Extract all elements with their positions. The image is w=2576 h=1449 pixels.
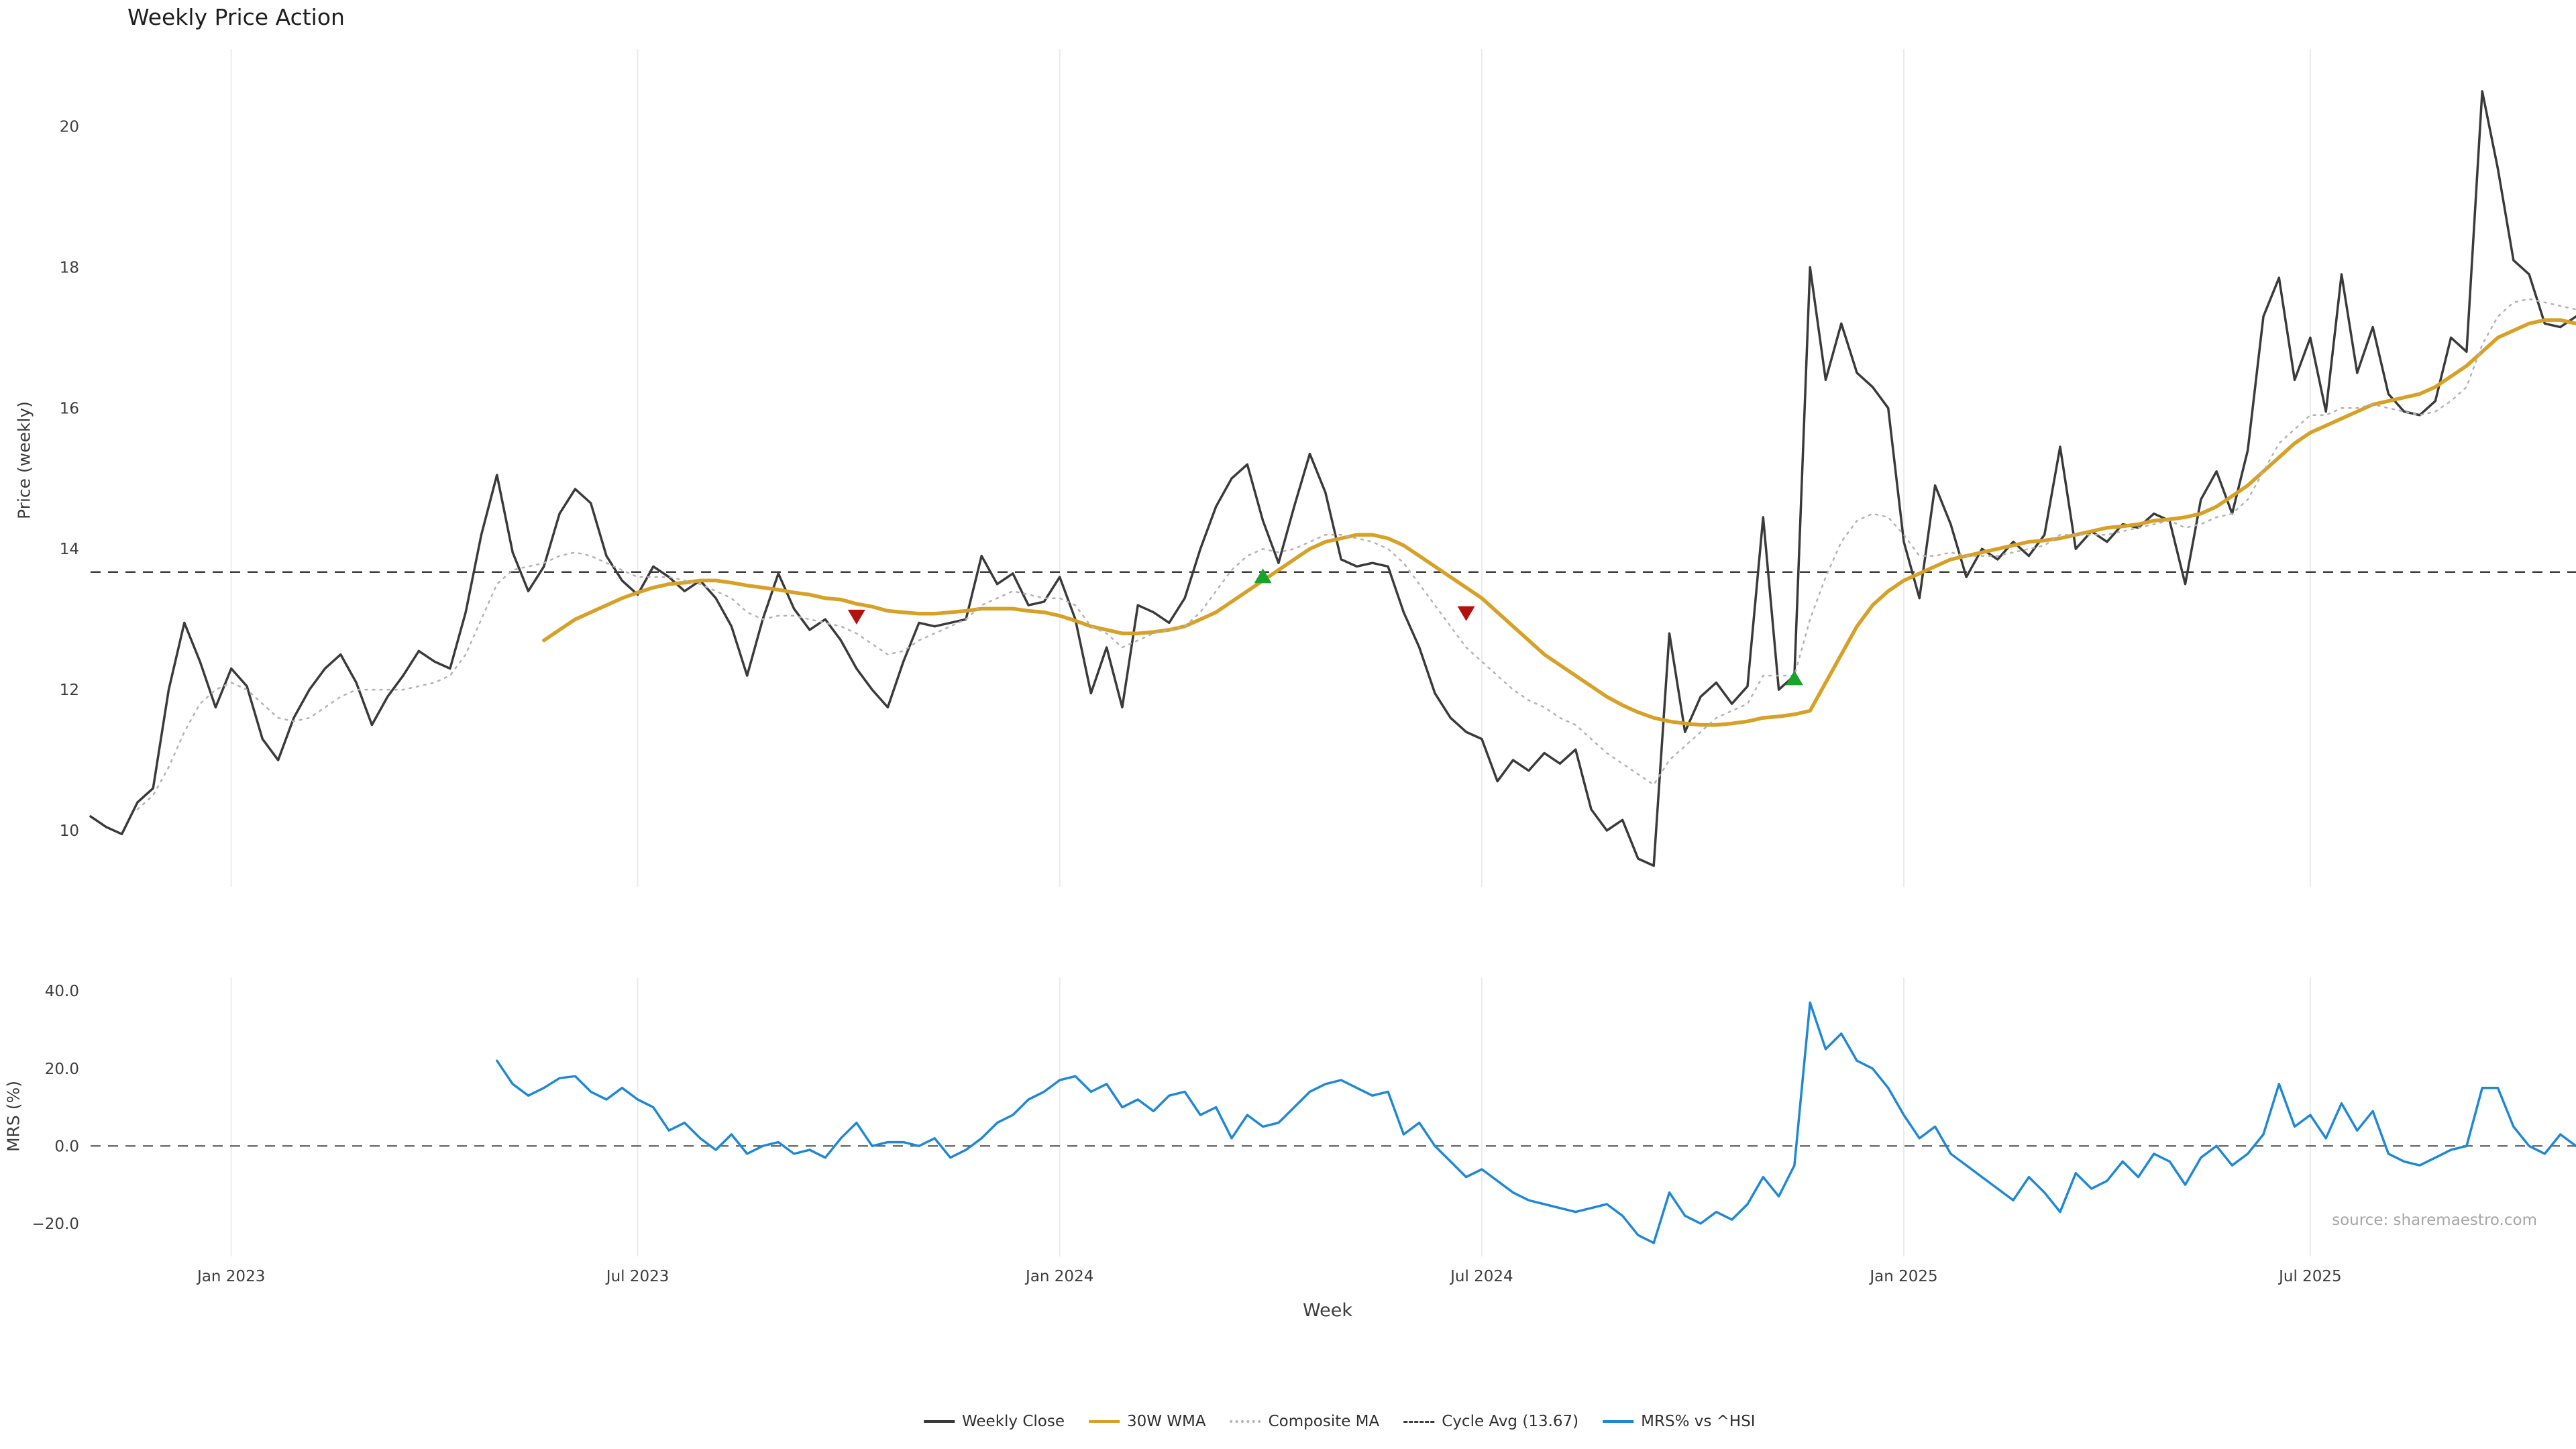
legend-swatch bbox=[1230, 1420, 1261, 1423]
legend-label: 30W WMA bbox=[1126, 1413, 1206, 1430]
mrs-tick-label: 20.0 bbox=[45, 1061, 79, 1078]
legend-label: Cycle Avg (13.67) bbox=[1442, 1413, 1579, 1430]
source-credit: source: sharemaestro.com bbox=[2332, 1212, 2537, 1229]
sell-marker bbox=[847, 609, 865, 625]
legend-item-cycle-avg-13-67-: Cycle Avg (13.67) bbox=[1403, 1413, 1578, 1430]
mrs-tick-label: 0.0 bbox=[54, 1138, 79, 1155]
legend-item-30w-wma: 30W WMA bbox=[1088, 1413, 1206, 1430]
price-axis-title: Price (weekly) bbox=[14, 401, 34, 519]
x-tick-label: Jul 2023 bbox=[605, 1268, 669, 1285]
price-tick-label: 10 bbox=[60, 822, 79, 840]
price-tick-label: 20 bbox=[60, 119, 79, 136]
mrs-line bbox=[496, 1001, 2576, 1244]
legend-swatch bbox=[1088, 1420, 1120, 1423]
price-tick-label: 18 bbox=[60, 259, 79, 276]
legend-swatch bbox=[1603, 1420, 1634, 1423]
x-tick-label: Jul 2024 bbox=[1449, 1268, 1513, 1285]
legend-item-composite-ma: Composite MA bbox=[1230, 1413, 1380, 1430]
legend-item-weekly-close: Weekly Close bbox=[924, 1413, 1065, 1430]
legend-swatch bbox=[924, 1420, 955, 1423]
composite-ma-line bbox=[136, 298, 2576, 810]
x-tick-label: Jan 2023 bbox=[196, 1268, 265, 1285]
mrs-tick-label: 40.0 bbox=[45, 983, 79, 1000]
weekly-close-line bbox=[89, 90, 2576, 867]
legend-swatch bbox=[1403, 1420, 1435, 1423]
legend-label: MRS% vs ^HSI bbox=[1641, 1413, 1756, 1430]
x-axis-title: Week bbox=[1303, 1300, 1352, 1321]
legend-label: Weekly Close bbox=[962, 1413, 1065, 1430]
x-tick-label: Jan 2024 bbox=[1024, 1268, 1093, 1285]
price-tick-label: 12 bbox=[60, 682, 79, 699]
x-tick-label: Jul 2025 bbox=[2277, 1268, 2342, 1285]
x-tick-label: Jan 2025 bbox=[1868, 1268, 1937, 1285]
price-tick-label: 16 bbox=[60, 400, 79, 417]
sell-marker bbox=[1457, 606, 1475, 621]
wma-line bbox=[542, 318, 2576, 727]
buy-marker bbox=[1254, 568, 1272, 584]
price-tick-label: 14 bbox=[60, 541, 79, 558]
legend-label: Composite MA bbox=[1268, 1413, 1380, 1430]
buy-marker bbox=[1785, 670, 1803, 686]
legend: Weekly Close 30W WMA Composite MA Cycle Avg… bbox=[924, 1413, 1756, 1430]
chart-title: Weekly Price Action bbox=[127, 4, 345, 30]
mrs-axis-title: MRS (%) bbox=[3, 1080, 23, 1152]
legend-item-mrs-vs-hsi: MRS% vs ^HSI bbox=[1603, 1413, 1756, 1430]
mrs-tick-label: −20.0 bbox=[32, 1216, 79, 1233]
